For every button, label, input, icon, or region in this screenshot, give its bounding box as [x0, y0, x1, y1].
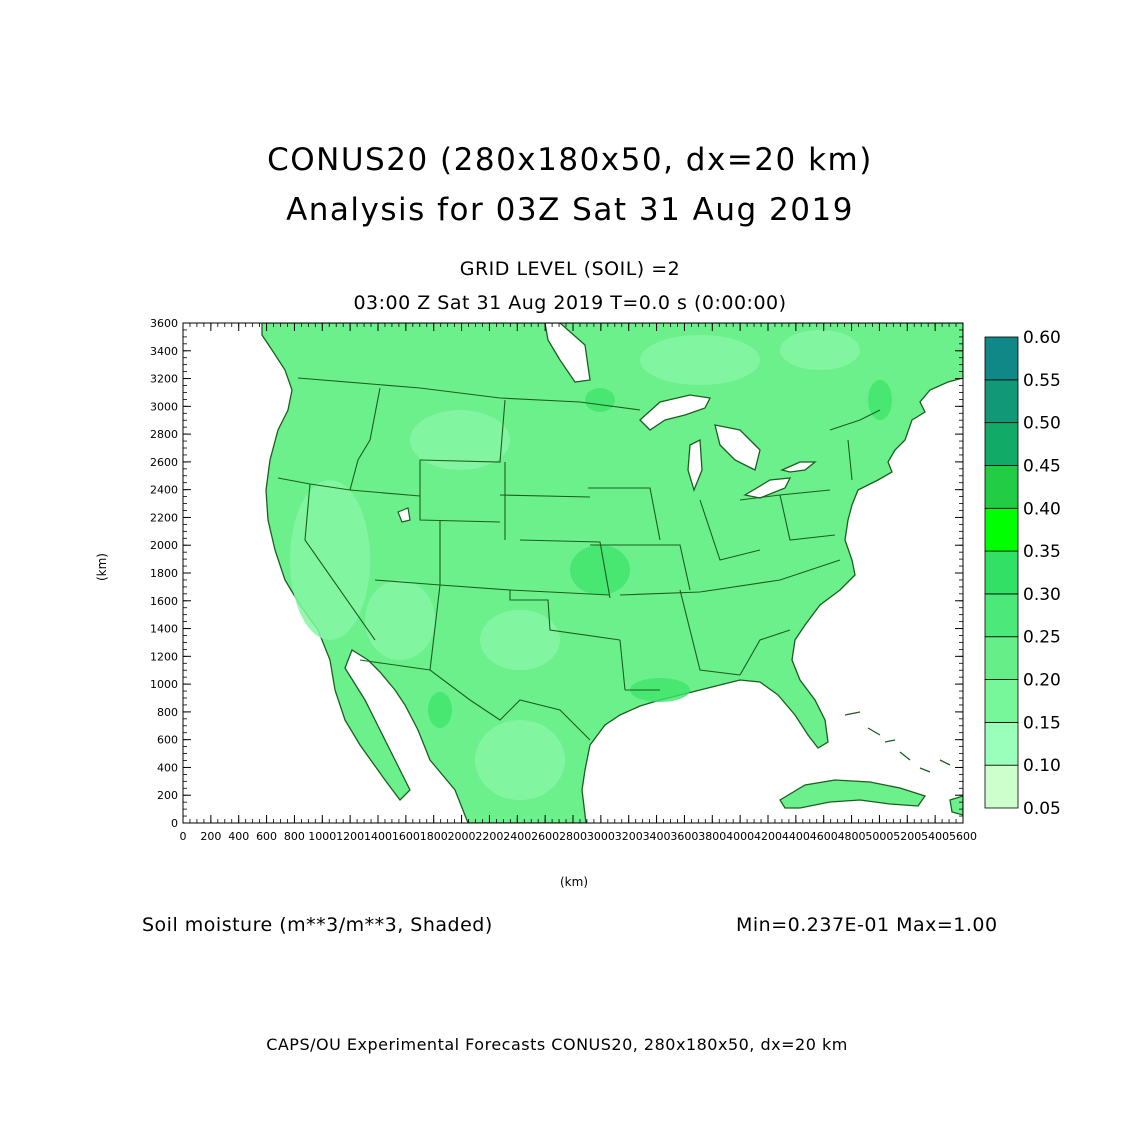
y-tick-label: 2000: [150, 539, 178, 552]
min-max-readout: Min=0.237E-01 Max=1.00: [736, 914, 998, 936]
x-tick-label: 800: [284, 830, 305, 843]
y-tick-label: 400: [157, 761, 178, 774]
colorbar-swatch: [984, 379, 1019, 424]
colorbar-swatch: [984, 336, 1019, 381]
colorbar-label: 0.05: [1023, 799, 1061, 819]
x-tick-label: 400: [228, 830, 249, 843]
colorbar-swatch: [984, 593, 1019, 638]
field-description: Soil moisture (m**3/m**3, Shaded): [142, 914, 493, 936]
y-tick-label: 0: [171, 817, 178, 830]
cuba-island: [779, 779, 927, 809]
y-tick-label: 1400: [150, 623, 178, 636]
x-tick-label: 4000: [726, 830, 754, 843]
colorbar-swatch: [984, 721, 1019, 766]
x-tick-label: 3400: [643, 830, 671, 843]
y-tick-label: 2400: [150, 484, 178, 497]
hispaniola-island: [949, 795, 963, 816]
y-tick-label: 800: [157, 706, 178, 719]
x-tick-label: 4600: [810, 830, 838, 843]
colorbar-swatch: [984, 679, 1019, 723]
colorbar-swatch: [984, 422, 1019, 466]
x-tick-label: 4200: [754, 830, 782, 843]
x-tick-label: 3800: [698, 830, 726, 843]
state-boundaries: [277, 377, 881, 741]
x-tick-label: 1200: [336, 830, 364, 843]
x-tick-label: 4800: [838, 830, 866, 843]
colorbar-swatch: [984, 465, 1019, 509]
y-tick-label: 3600: [150, 317, 178, 330]
colorbar-label: 0.50: [1023, 414, 1061, 434]
colorbar: 0.05 0.10 0.15 0.20 0.25 0.30 0.35 0.40 0.45 0.50…: [984, 328, 1061, 819]
x-tick-label: 1000: [308, 830, 336, 843]
colorbar-label: 0.15: [1023, 713, 1061, 733]
colorbar-label: 0.35: [1023, 542, 1061, 562]
colorbar-swatch: [984, 550, 1019, 595]
x-tick-label: 2800: [559, 830, 587, 843]
y-tick-label: 2800: [150, 428, 178, 441]
y-tick-label: 1600: [150, 595, 178, 608]
bahamas-islands: [844, 711, 951, 773]
map-title-line1: CONUS20 (280x180x50, dx=20 km): [267, 142, 873, 178]
x-tick-label: 2400: [503, 830, 531, 843]
y-tick-label: 600: [157, 734, 178, 747]
x-tick-label: 2200: [475, 830, 503, 843]
colorbar-label: 0.40: [1023, 499, 1061, 519]
colorbar-label: 0.20: [1023, 671, 1061, 691]
x-tick-label: 2000: [448, 830, 476, 843]
y-tick-label: 1800: [150, 567, 178, 580]
y-tick-label: 200: [157, 789, 178, 802]
colorbar-label: 0.55: [1023, 371, 1061, 391]
map-title-line2: Analysis for 03Z Sat 31 Aug 2019: [286, 192, 854, 228]
axis-ticks: 0 200 400 600 800 1000 1200 1400 1600 1800 2000 220…: [150, 317, 977, 843]
x-tick-label: 1600: [392, 830, 420, 843]
colorbar-swatch: [984, 764, 1019, 809]
y-tick-label: 3400: [150, 345, 178, 358]
dry-patches: [290, 330, 860, 800]
x-axis-label: (km): [560, 875, 589, 889]
x-tick-label: 3000: [587, 830, 615, 843]
hudson-bay: [544, 323, 591, 383]
great-salt-lake: [397, 507, 411, 523]
x-tick-label: 0: [180, 830, 187, 843]
x-tick-label: 5400: [921, 830, 949, 843]
colorbar-label: 0.25: [1023, 628, 1061, 648]
x-tick-label: 3600: [670, 830, 698, 843]
footer-credit: CAPS/OU Experimental Forecasts CONUS20, …: [266, 1035, 848, 1054]
valid-time-label: 03:00 Z Sat 31 Aug 2019 T=0.0 s (0:00:00…: [353, 292, 787, 314]
x-tick-label: 5000: [865, 830, 893, 843]
colorbar-label: 0.45: [1023, 456, 1061, 476]
colorbar-label: 0.30: [1023, 585, 1061, 605]
y-tick-label: 3000: [150, 400, 178, 413]
x-tick-label: 5600: [949, 830, 977, 843]
map-area: [183, 323, 963, 823]
x-tick-label: 4400: [782, 830, 810, 843]
x-tick-label: 2600: [531, 830, 559, 843]
colorbar-label: 0.60: [1023, 328, 1061, 348]
y-tick-label: 2200: [150, 511, 178, 524]
x-tick-label: 3200: [615, 830, 643, 843]
wet-patches: [428, 380, 892, 728]
colorbar-swatch: [984, 507, 1019, 552]
y-tick-label: 2600: [150, 456, 178, 469]
y-tick-label: 1000: [150, 678, 178, 691]
y-tick-label: 3200: [150, 373, 178, 386]
colorbar-label: 0.10: [1023, 756, 1061, 776]
x-tick-label: 600: [256, 830, 277, 843]
great-lakes: [639, 394, 817, 499]
grid-level-label: GRID LEVEL (SOIL) =2: [459, 258, 681, 280]
x-tick-label: 200: [200, 830, 221, 843]
y-tick-label: 1200: [150, 650, 178, 663]
x-tick-label: 1800: [420, 830, 448, 843]
x-tick-label: 1400: [364, 830, 392, 843]
colorbar-swatch: [984, 636, 1019, 680]
x-tick-label: 5200: [893, 830, 921, 843]
